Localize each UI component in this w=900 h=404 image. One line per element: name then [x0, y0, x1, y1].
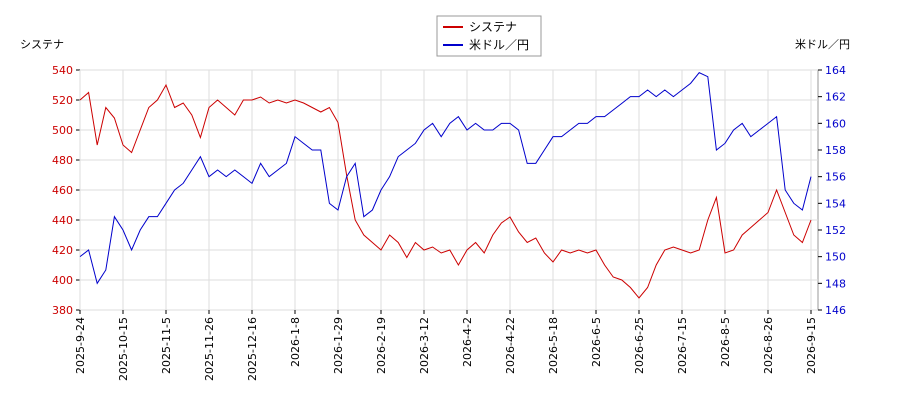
x-tick-label: 2026-1-8	[289, 317, 302, 367]
y2-axis-label: 米ドル／円	[795, 38, 850, 51]
y2-tick-label: 164	[825, 64, 846, 77]
x-tick-label: 2026-4-22	[504, 317, 517, 374]
y-tick-label: 520	[52, 94, 73, 107]
y-tick-label: 460	[52, 184, 73, 197]
legend-label: システナ	[469, 20, 517, 34]
x-tick-label: 2026-9-15	[805, 317, 818, 374]
y2-tick-label: 160	[825, 117, 846, 130]
x-tick-label: 2026-6-25	[633, 317, 646, 374]
y-tick-label: 420	[52, 244, 73, 257]
x-tick-label: 2025-9-24	[74, 317, 87, 374]
y2-tick-label: 152	[825, 224, 846, 237]
y-tick-label: 440	[52, 214, 73, 227]
y2-tick-label: 156	[825, 171, 846, 184]
x-tick-label: 2026-3-12	[418, 317, 431, 374]
y2-tick-label: 146	[825, 304, 846, 317]
y-axis-label: システナ	[20, 38, 64, 51]
y-tick-label: 500	[52, 124, 73, 137]
x-tick-label: 2026-5-18	[547, 317, 560, 374]
y2-tick-label: 150	[825, 251, 846, 264]
y-tick-label: 480	[52, 154, 73, 167]
x-tick-label: 2026-4-2	[461, 317, 474, 367]
y-tick-label: 400	[52, 274, 73, 287]
x-tick-label: 2025-12-16	[246, 317, 259, 381]
x-tick-label: 2026-8-5	[719, 317, 732, 367]
x-tick-label: 2026-1-29	[332, 317, 345, 374]
y-tick-label: 540	[52, 64, 73, 77]
x-tick-label: 2026-6-5	[590, 317, 603, 367]
y-tick-label: 380	[52, 304, 73, 317]
x-tick-label: 2026-8-26	[762, 317, 775, 374]
x-tick-label: 2026-7-15	[676, 317, 689, 374]
series-line	[79, 72, 812, 285]
y2-tick-label: 162	[825, 91, 846, 104]
series-line	[79, 83, 812, 299]
x-tick-label: 2026-2-19	[375, 317, 388, 374]
x-tick-label: 2025-11-26	[203, 317, 216, 381]
x-tick-label: 2025-10-15	[117, 317, 130, 381]
legend	[436, 15, 542, 57]
y2-tick-label: 158	[825, 144, 846, 157]
y2-tick-label: 148	[825, 277, 846, 290]
legend-label: 米ドル／円	[469, 38, 529, 52]
x-tick-label: 2025-11-5	[160, 317, 173, 374]
y2-tick-label: 154	[825, 197, 846, 210]
